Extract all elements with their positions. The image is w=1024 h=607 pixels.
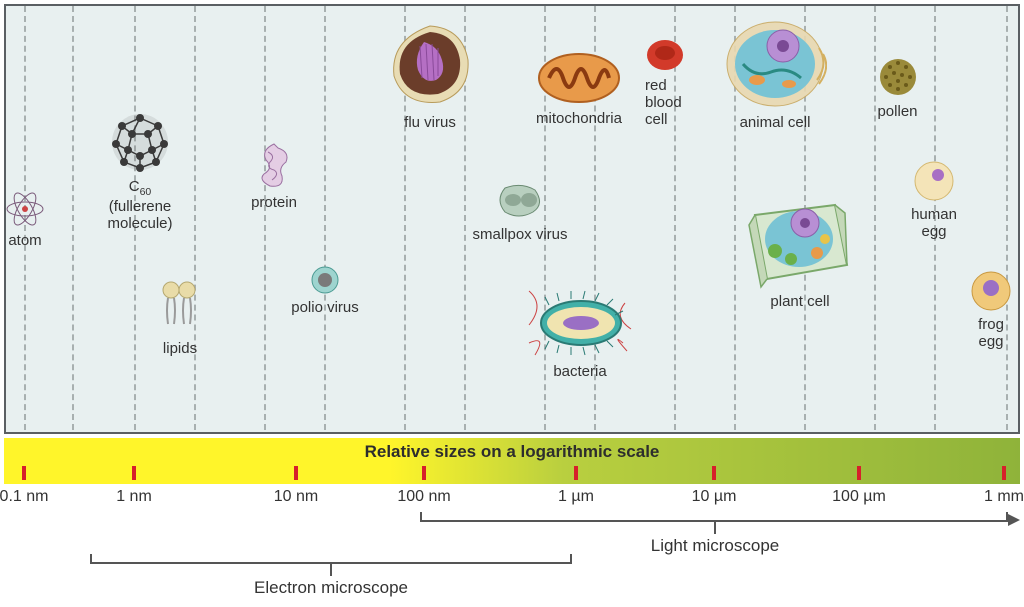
item-rbc: redbloodcell [645, 35, 700, 128]
item-polio: polio virus [285, 265, 365, 316]
scale-tick [712, 466, 716, 480]
light-range-label: Light microscope [651, 536, 780, 556]
scale-tick [857, 466, 861, 480]
mitochondria-icon [535, 50, 623, 106]
atom-label: atom [8, 232, 41, 249]
scale-tick-label: 1 mm [984, 488, 1024, 506]
scale-tick-label: 1 nm [116, 488, 152, 506]
item-atom: atom [0, 190, 50, 249]
animal-cell-icon [723, 18, 827, 110]
gridline [324, 6, 326, 430]
item-smallpox: smallpox virus [460, 180, 580, 243]
scale-tick [574, 466, 578, 480]
scale-tick [1002, 466, 1006, 480]
scale-tick-label: 100 nm [397, 488, 450, 506]
flu-label: flu virus [404, 114, 456, 131]
fullerene-icon [108, 110, 172, 174]
scale-tick-label: 10 µm [692, 488, 737, 506]
item-bacteria: bacteria [520, 285, 640, 380]
protein-icon [256, 140, 292, 190]
mito-label: mitochondria [536, 110, 622, 127]
gridline [1006, 6, 1008, 430]
rbc-icon [645, 35, 685, 73]
animal-label: animal cell [740, 114, 811, 131]
lipids-icon [157, 280, 203, 336]
human-egg-icon [913, 160, 955, 202]
pollen-label: pollen [877, 103, 917, 120]
electron-range-label: Electron microscope [254, 578, 408, 598]
item-protein: protein [244, 140, 304, 211]
polio-label: polio virus [291, 299, 359, 316]
item-human-egg: humanegg [904, 160, 964, 240]
plant-label: plant cell [770, 293, 829, 310]
pollen-icon [876, 55, 920, 99]
scale-tick [132, 466, 136, 480]
smallpox-label: smallpox virus [472, 226, 567, 243]
flu-icon [384, 20, 476, 110]
item-mitochondria: mitochondria [524, 50, 634, 127]
bacteria-label: bacteria [553, 363, 606, 380]
scale-tick-label: 0.1 nm [0, 488, 48, 506]
atom-icon [5, 190, 45, 228]
frogegg-label: frogegg [978, 316, 1004, 350]
electron-stem [330, 562, 332, 576]
plant-cell-icon [745, 195, 855, 289]
gridline [264, 6, 266, 430]
gridline [194, 6, 196, 430]
scale-tick [422, 466, 426, 480]
scale-tick-label: 100 µm [832, 488, 886, 506]
gridline [72, 6, 74, 430]
humanegg-label: humanegg [911, 206, 957, 240]
item-plant-cell: plant cell [740, 195, 860, 310]
scale-bar: Relative sizes on a logarithmic scale [4, 438, 1020, 484]
scale-tick [22, 466, 26, 480]
light-stem [714, 520, 716, 534]
scale-title: Relative sizes on a logarithmic scale [4, 442, 1020, 462]
item-pollen: pollen [870, 55, 925, 120]
protein-label: protein [251, 194, 297, 211]
item-frog-egg: frogegg [966, 270, 1016, 350]
item-animal-cell: animal cell [715, 18, 835, 131]
c60-label: C60(fullerenemolecule) [107, 178, 172, 232]
scale-tick-label: 1 µm [558, 488, 594, 506]
light-range-arrow [1008, 514, 1020, 526]
frog-egg-icon [970, 270, 1012, 312]
item-lipids: lipids [150, 280, 210, 357]
item-c60: C60(fullerenemolecule) [90, 110, 190, 232]
scale-tick [294, 466, 298, 480]
item-flu: flu virus [380, 20, 480, 131]
polio-icon [310, 265, 340, 295]
bacteria-icon [525, 285, 635, 359]
smallpox-icon [491, 180, 549, 222]
rbc-label: redbloodcell [645, 77, 682, 128]
scale-tick-label: 10 nm [274, 488, 318, 506]
lipids-label: lipids [163, 340, 197, 357]
